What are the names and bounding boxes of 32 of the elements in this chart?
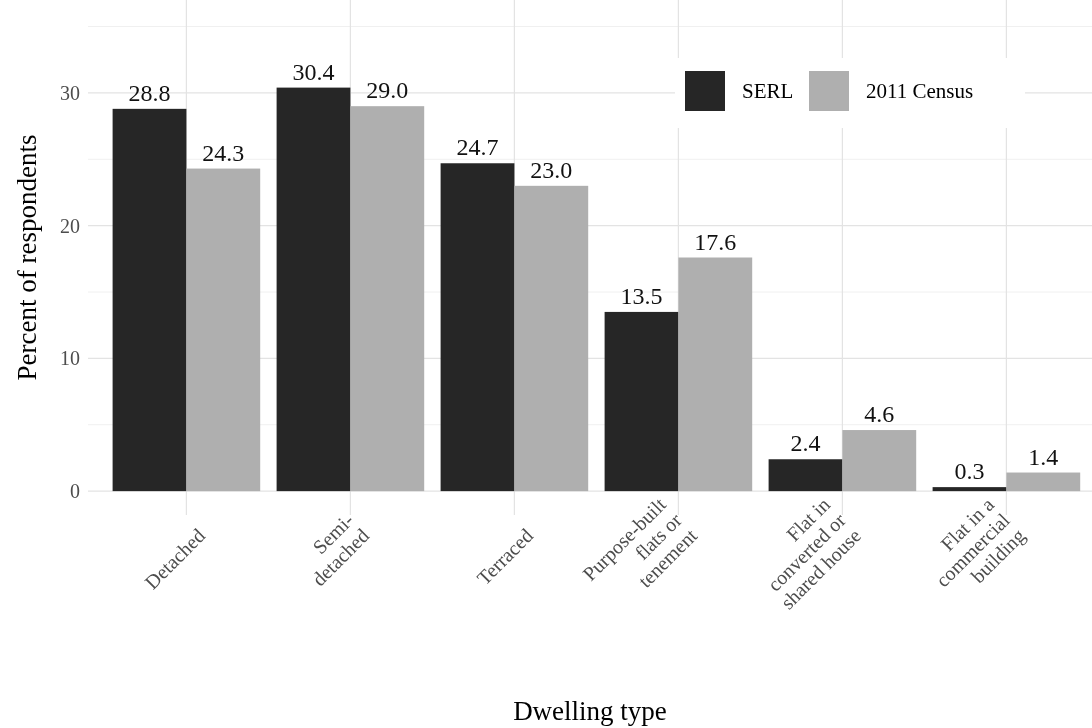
- data-label: 24.7: [456, 134, 499, 161]
- bar: [678, 257, 753, 492]
- bar: [514, 185, 589, 492]
- bar: [768, 459, 843, 492]
- data-label: 0.3: [954, 458, 985, 485]
- x-axis-title: Dwelling type: [513, 696, 667, 726]
- data-label: 29.0: [366, 77, 409, 104]
- y-tick-label: 10: [60, 347, 80, 370]
- bar: [1006, 472, 1081, 492]
- data-label: 4.6: [864, 401, 895, 428]
- y-tick-label: 30: [60, 81, 80, 104]
- data-label: 23.0: [530, 156, 573, 183]
- data-label: 17.6: [694, 228, 737, 255]
- bar: [350, 106, 425, 492]
- data-label: 30.4: [292, 58, 335, 85]
- data-label: 1.4: [1028, 443, 1059, 470]
- bar: [276, 87, 351, 492]
- legend-label: SERL: [742, 79, 794, 104]
- data-label: 2.4: [790, 430, 821, 457]
- y-axis-title: Percent of respondents: [12, 134, 42, 381]
- bar: [932, 487, 1007, 492]
- legend-label: 2011 Census: [866, 79, 974, 104]
- y-tick-label: 0: [70, 480, 80, 503]
- bar: [604, 311, 679, 492]
- data-label: 13.5: [620, 282, 663, 309]
- bar: [186, 168, 261, 492]
- y-tick-label: 20: [60, 214, 80, 237]
- data-label: 28.8: [128, 79, 171, 106]
- bar: [440, 163, 515, 492]
- bar: [112, 108, 187, 492]
- data-label: 24.3: [202, 139, 245, 166]
- bar: [842, 430, 917, 492]
